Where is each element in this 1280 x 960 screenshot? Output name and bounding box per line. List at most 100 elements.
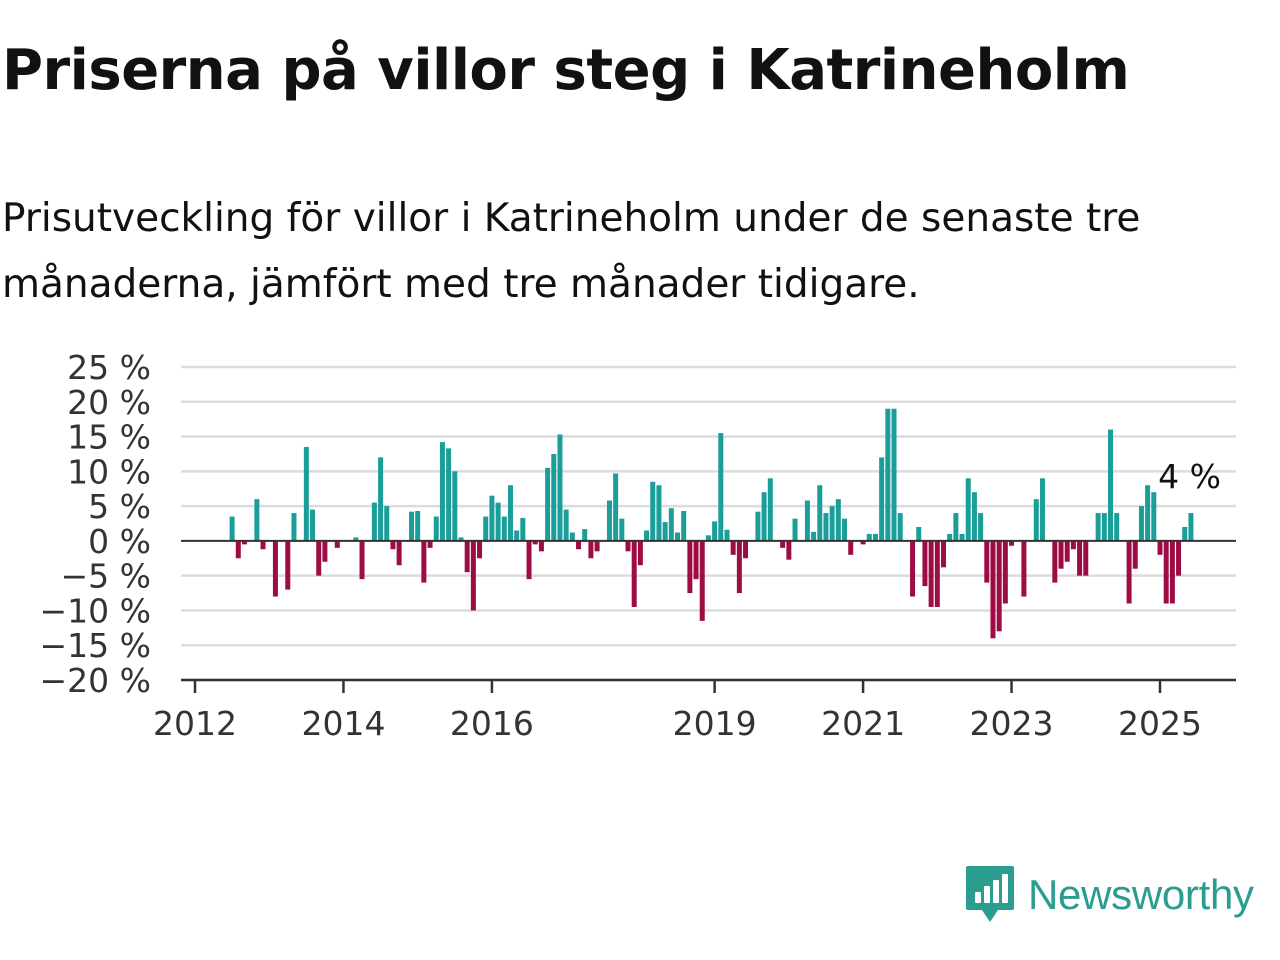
bar	[334, 540, 340, 548]
bar	[495, 502, 501, 541]
bar	[1145, 485, 1151, 541]
x-tick-label: 2014	[301, 704, 385, 743]
bar	[959, 533, 965, 541]
bar	[285, 540, 291, 590]
bar	[736, 540, 742, 594]
bar	[427, 540, 433, 548]
bar	[755, 511, 761, 541]
x-tick-label: 2021	[821, 704, 905, 743]
bar	[384, 506, 390, 541]
bar	[971, 492, 977, 541]
bar	[934, 540, 940, 607]
bar	[743, 540, 749, 559]
bar	[687, 540, 693, 594]
bar	[477, 540, 483, 559]
bar	[520, 517, 526, 541]
bar	[303, 446, 309, 541]
bar	[675, 532, 680, 541]
y-axis-labels: 25 %20 %15 %10 %5 %0 %−5 %−10 %−15 %−20 …	[40, 348, 152, 700]
x-tick-label: 2016	[450, 704, 534, 743]
bar	[761, 492, 767, 541]
bar	[817, 485, 823, 541]
bar	[650, 481, 656, 541]
bar	[1002, 540, 1008, 604]
bar	[613, 473, 619, 541]
bar	[637, 540, 643, 566]
last-value-label: 4 %	[1158, 457, 1221, 496]
bar	[378, 457, 384, 541]
y-tick-label: −5 %	[61, 557, 152, 596]
bar	[786, 540, 792, 560]
bar	[996, 540, 1002, 632]
bar	[940, 540, 946, 568]
bar	[241, 540, 247, 545]
bar	[1132, 540, 1138, 569]
newsworthy-logo-text: Newsworthy	[1028, 871, 1254, 918]
bar	[879, 457, 885, 541]
y-tick-label: 5 %	[88, 487, 151, 526]
bar	[415, 510, 421, 541]
x-axis-ticks: 2012 2014 2016 2019 2021 2023 2025	[153, 680, 1202, 743]
bar	[421, 540, 427, 583]
bar	[1138, 506, 1144, 541]
bar	[514, 530, 520, 541]
bar	[656, 485, 662, 541]
bar	[501, 516, 507, 541]
bar	[1169, 540, 1175, 604]
bar	[866, 533, 872, 541]
bar	[229, 516, 235, 541]
newsworthy-logo: Newsworthy	[964, 864, 1254, 926]
bar	[965, 478, 971, 541]
bar	[1095, 513, 1101, 541]
bars	[229, 408, 1194, 639]
bar	[359, 540, 365, 580]
bar	[470, 540, 476, 611]
bar	[464, 540, 470, 573]
bar	[1151, 492, 1157, 541]
bar	[272, 540, 278, 597]
bar	[569, 532, 575, 541]
bar	[1021, 540, 1027, 597]
bar	[730, 540, 736, 555]
bar	[928, 540, 934, 607]
bar	[1188, 513, 1194, 541]
bar	[371, 502, 377, 541]
bar	[835, 499, 841, 541]
bar-chart: 25 %20 %15 %10 %5 %0 %−5 %−10 %−15 %−20 …	[40, 348, 1236, 743]
bar	[606, 500, 612, 541]
y-tick-label: 15 %	[67, 418, 151, 457]
bar	[1058, 540, 1064, 569]
bar	[804, 500, 810, 541]
bar	[1033, 499, 1039, 541]
bar	[538, 540, 544, 552]
bar	[1009, 540, 1015, 546]
bar	[396, 540, 402, 566]
bar	[625, 540, 631, 552]
bar	[1126, 540, 1132, 604]
bar	[489, 495, 495, 541]
bar	[922, 540, 928, 587]
y-tick-label: 25 %	[67, 348, 151, 387]
bar	[1039, 478, 1045, 541]
bar	[811, 531, 817, 541]
bar	[390, 540, 396, 550]
y-tick-label: −10 %	[40, 591, 152, 630]
bar	[316, 540, 322, 576]
bar	[668, 508, 674, 541]
y-tick-label: 10 %	[67, 452, 151, 491]
bar	[1064, 540, 1070, 562]
bar	[446, 448, 452, 541]
bar	[693, 540, 699, 580]
grid-lines	[181, 365, 1236, 682]
bar	[1157, 540, 1163, 555]
bar	[576, 540, 582, 550]
bar	[767, 478, 773, 541]
y-tick-label: 0 %	[88, 522, 151, 561]
bar	[860, 540, 866, 545]
bar	[563, 509, 569, 541]
bar	[551, 453, 557, 541]
x-tick-label: 2023	[970, 704, 1054, 743]
bar	[891, 408, 897, 541]
chart-subtitle: Prisutveckling för villor i Katrineholm …	[2, 196, 1141, 307]
bar	[953, 513, 959, 541]
